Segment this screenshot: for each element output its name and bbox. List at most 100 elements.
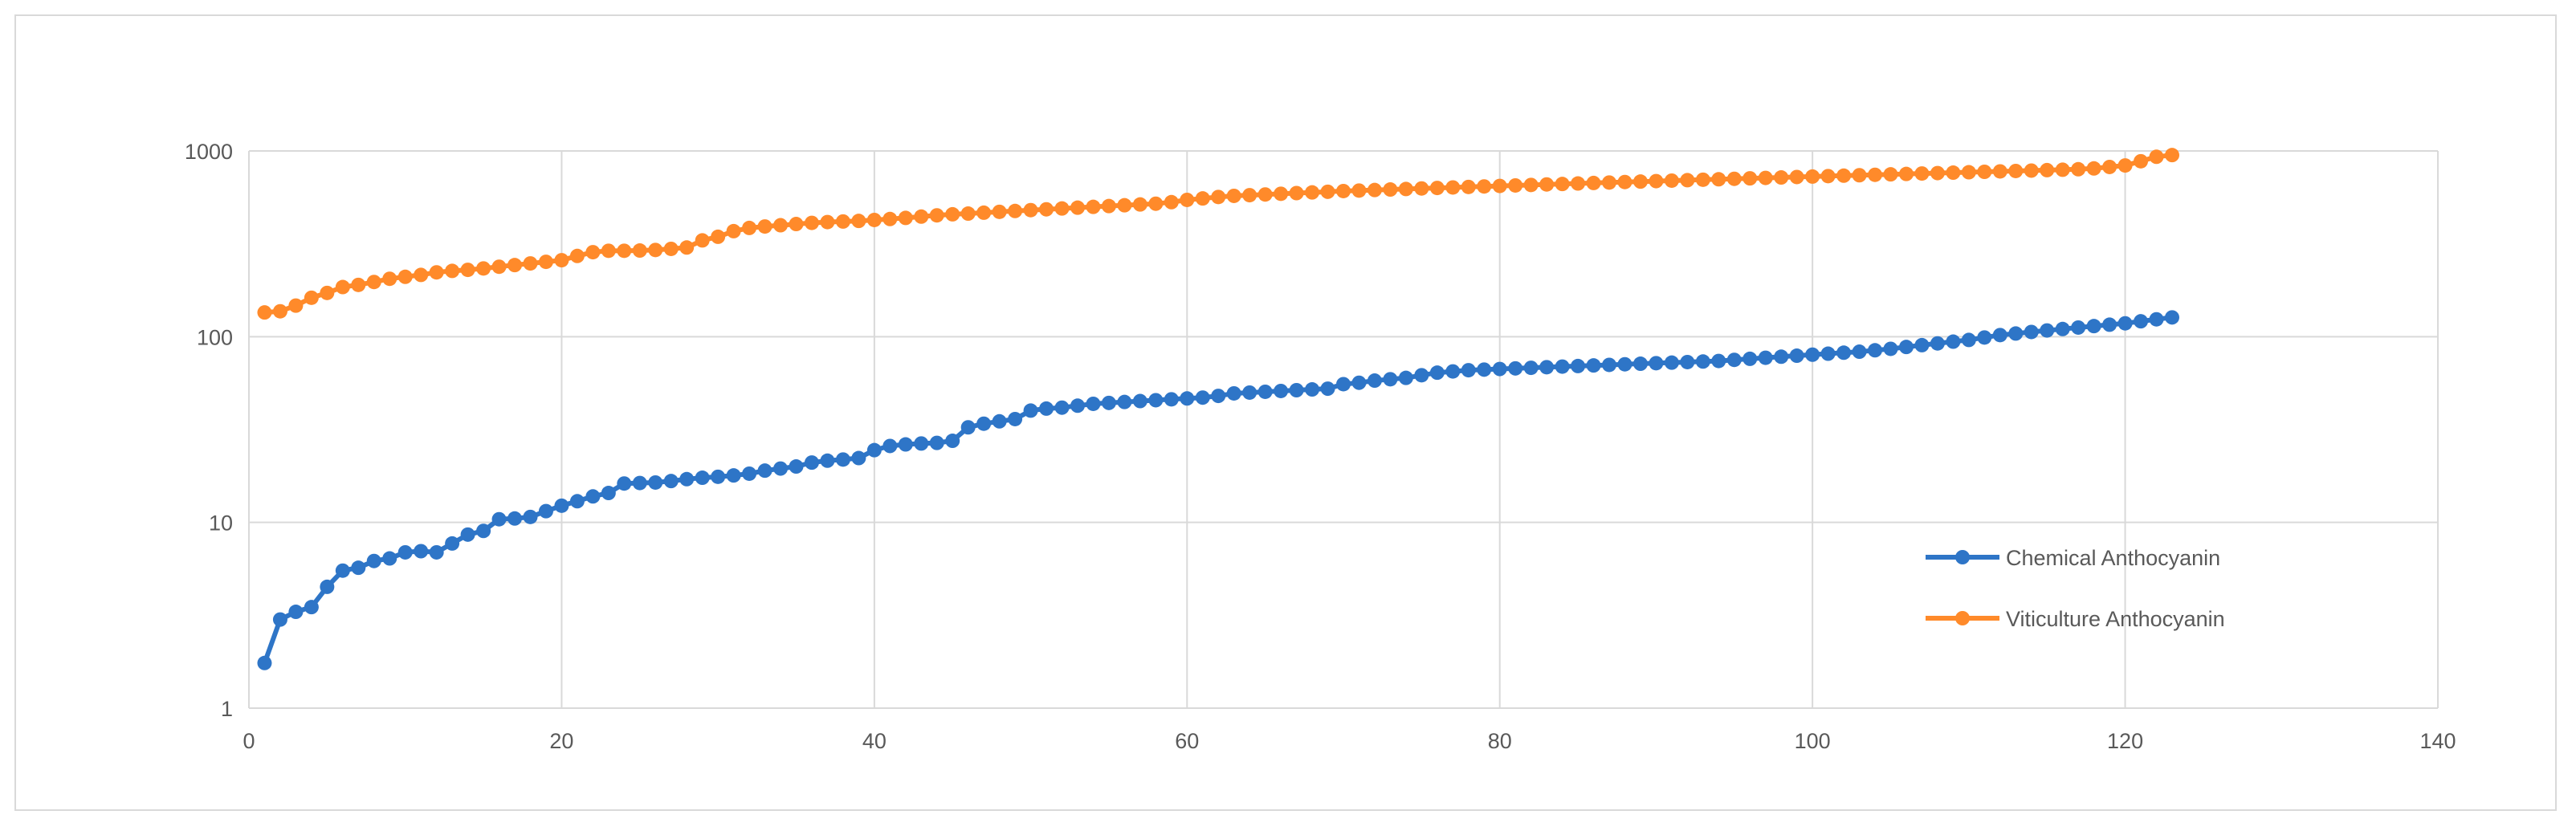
chemical-anthocyanin-point bbox=[1226, 385, 1241, 401]
chemical-anthocyanin-point bbox=[2040, 323, 2055, 338]
viticulture-anthocyanin-point bbox=[1539, 177, 1555, 192]
chemical-anthocyanin-point bbox=[1695, 354, 1710, 369]
viticulture-anthocyanin-point bbox=[1289, 185, 1304, 201]
chemical-anthocyanin-point bbox=[554, 498, 569, 513]
viticulture-anthocyanin-point bbox=[960, 206, 976, 222]
viticulture-anthocyanin-point bbox=[1257, 187, 1273, 202]
viticulture-anthocyanin-point bbox=[272, 303, 287, 319]
viticulture-anthocyanin-point bbox=[538, 255, 553, 270]
chemical-anthocyanin-point bbox=[1398, 370, 1413, 385]
viticulture-anthocyanin-point bbox=[773, 218, 789, 233]
chemical-anthocyanin-point bbox=[1429, 365, 1445, 381]
chemical-anthocyanin-point bbox=[1070, 398, 1085, 413]
x-tick-label: 60 bbox=[1175, 729, 1199, 753]
chemical-anthocyanin-point bbox=[1961, 332, 1976, 348]
viticulture-anthocyanin-point bbox=[914, 209, 929, 224]
viticulture-anthocyanin-point bbox=[1445, 180, 1461, 195]
chemical-anthocyanin-point bbox=[945, 434, 960, 449]
chemical-anthocyanin-point bbox=[1852, 344, 1867, 360]
viticulture-anthocyanin-point bbox=[1758, 170, 1773, 185]
viticulture-anthocyanin-point bbox=[617, 243, 632, 259]
viticulture-anthocyanin-point bbox=[2071, 161, 2086, 177]
viticulture-anthocyanin-point bbox=[726, 223, 741, 238]
chemical-anthocyanin-point bbox=[2024, 324, 2039, 340]
viticulture-anthocyanin-markers bbox=[257, 148, 2179, 320]
viticulture-anthocyanin-point bbox=[507, 258, 523, 273]
chemical-anthocyanin-point bbox=[1180, 391, 1195, 406]
viticulture-anthocyanin-point bbox=[414, 267, 429, 283]
chemical-anthocyanin-point bbox=[1805, 347, 1820, 362]
chemical-anthocyanin-point bbox=[1414, 368, 1429, 383]
chemical-anthocyanin-point bbox=[351, 560, 366, 576]
chemical-anthocyanin-point bbox=[1632, 356, 1648, 372]
chemical-anthocyanin-point bbox=[1351, 375, 1367, 390]
viticulture-anthocyanin-point bbox=[2086, 161, 2101, 176]
viticulture-anthocyanin-point bbox=[1617, 174, 1632, 189]
viticulture-anthocyanin-point bbox=[523, 256, 538, 271]
chemical-anthocyanin-point bbox=[1477, 362, 1492, 377]
chemical-anthocyanin-point bbox=[1555, 359, 1570, 374]
viticulture-anthocyanin-point bbox=[1320, 184, 1335, 199]
viticulture-anthocyanin-point bbox=[898, 210, 913, 226]
viticulture-anthocyanin-point bbox=[366, 275, 381, 290]
chemical-anthocyanin-point bbox=[507, 511, 523, 526]
chemical-anthocyanin-point bbox=[1445, 364, 1461, 379]
chemical-anthocyanin-point bbox=[335, 563, 350, 578]
viticulture-anthocyanin-point bbox=[1836, 168, 1852, 183]
viticulture-anthocyanin-point bbox=[320, 285, 335, 300]
viticulture-anthocyanin-point bbox=[2008, 163, 2024, 178]
viticulture-anthocyanin-point bbox=[1664, 173, 1679, 188]
viticulture-anthocyanin-point bbox=[1805, 169, 1820, 184]
chemical-anthocyanin-point bbox=[1774, 349, 1789, 365]
viticulture-anthocyanin-point bbox=[1414, 181, 1429, 196]
chemical-anthocyanin-point bbox=[1086, 396, 1101, 411]
chemical-anthocyanin-point bbox=[835, 452, 850, 467]
chemical-anthocyanin-point bbox=[773, 461, 789, 476]
chemical-anthocyanin-point bbox=[1539, 360, 1555, 375]
chemical-anthocyanin-point bbox=[1023, 403, 1038, 418]
y-tick-label: 1000 bbox=[185, 140, 233, 164]
viticulture-anthocyanin-point bbox=[1101, 198, 1116, 214]
viticulture-anthocyanin-point bbox=[663, 241, 679, 256]
viticulture-anthocyanin-point bbox=[1429, 181, 1445, 196]
chemical-anthocyanin-point bbox=[1336, 377, 1351, 392]
chemical-anthocyanin-point bbox=[2149, 312, 2164, 327]
viticulture-anthocyanin-point bbox=[1602, 175, 1617, 190]
chemical-anthocyanin-point bbox=[2102, 317, 2117, 332]
chemical-anthocyanin-point bbox=[1164, 392, 1179, 407]
viticulture-anthocyanin-point bbox=[2117, 158, 2133, 173]
chemical-anthocyanin-point bbox=[726, 468, 741, 483]
chemical-anthocyanin-point bbox=[663, 474, 679, 489]
chemical-anthocyanin-point bbox=[601, 486, 616, 501]
viticulture-anthocyanin-point bbox=[1492, 178, 1507, 193]
chemical-anthocyanin-point bbox=[1523, 360, 1539, 376]
chemical-anthocyanin-point bbox=[2086, 319, 2101, 334]
viticulture-anthocyanin-point bbox=[460, 263, 475, 278]
chemical-anthocyanin-point bbox=[742, 466, 757, 481]
viticulture-anthocyanin-point bbox=[1789, 169, 1804, 185]
viticulture-anthocyanin-point bbox=[1351, 183, 1367, 198]
viticulture-anthocyanin-point bbox=[1726, 171, 1742, 186]
chemical-anthocyanin-point bbox=[429, 544, 444, 560]
chemical-anthocyanin-point bbox=[1054, 400, 1070, 415]
x-tick-label: 0 bbox=[243, 729, 255, 753]
viticulture-anthocyanin-point bbox=[648, 242, 663, 258]
viticulture-anthocyanin-point bbox=[1961, 165, 1976, 180]
chemical-anthocyanin-point bbox=[866, 442, 882, 458]
viticulture-anthocyanin-point bbox=[2164, 148, 2179, 163]
viticulture-anthocyanin-point bbox=[742, 220, 757, 235]
chemical-anthocyanin-point bbox=[538, 503, 553, 519]
viticulture-anthocyanin-point bbox=[1305, 185, 1320, 200]
viticulture-anthocyanin-point bbox=[1508, 177, 1523, 193]
viticulture-anthocyanin-point bbox=[711, 229, 726, 244]
viticulture-anthocyanin-point bbox=[820, 214, 835, 230]
chemical-anthocyanin-point bbox=[1117, 394, 1132, 409]
chemical-anthocyanin-point bbox=[523, 509, 538, 524]
viticulture-anthocyanin-point bbox=[1695, 172, 1710, 187]
viticulture-anthocyanin-point bbox=[2134, 153, 2149, 169]
chemical-anthocyanin-point bbox=[304, 600, 319, 615]
chemical-anthocyanin-point bbox=[992, 413, 1007, 429]
chemical-anthocyanin-point bbox=[1992, 328, 2007, 343]
viticulture-anthocyanin-point bbox=[1571, 176, 1586, 191]
viticulture-anthocyanin-point bbox=[1008, 203, 1023, 218]
